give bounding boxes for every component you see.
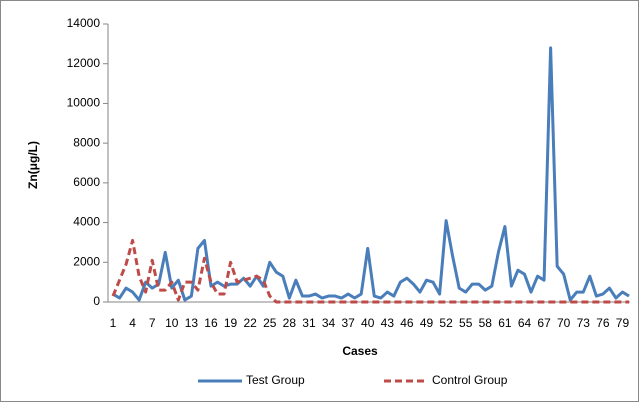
y-tick-label: 12000 xyxy=(67,56,101,70)
x-tick-label: 16 xyxy=(204,316,218,330)
data-line xyxy=(111,238,629,304)
legend-label: Control Group xyxy=(432,373,508,387)
x-tick-label: 25 xyxy=(263,316,277,330)
x-tick-label: 55 xyxy=(459,316,473,330)
x-tick-label: 37 xyxy=(341,316,355,330)
y-axis-title: Zn(μg/L) xyxy=(26,141,40,189)
x-tick-label: 13 xyxy=(185,316,199,330)
y-tick-label: 10000 xyxy=(67,96,101,110)
x-tick-label: 43 xyxy=(381,316,395,330)
x-tick-label: 61 xyxy=(498,316,512,330)
y-tick-label: 2000 xyxy=(73,254,100,268)
x-tick-label: 19 xyxy=(224,316,238,330)
y-tick-label: 6000 xyxy=(73,175,100,189)
y-tick-label: 14000 xyxy=(67,16,101,30)
x-tick-label: 46 xyxy=(400,316,414,330)
y-tick-label: 0 xyxy=(93,294,100,308)
x-tick-label: 76 xyxy=(596,316,610,330)
x-tick-label: 64 xyxy=(518,316,532,330)
x-tick-label: 70 xyxy=(557,316,571,330)
x-tick-label: 52 xyxy=(439,316,453,330)
x-tick-label: 28 xyxy=(283,316,297,330)
x-tick-label: 73 xyxy=(577,316,591,330)
x-tick-label: 31 xyxy=(302,316,316,330)
y-tick-label: 8000 xyxy=(73,135,100,149)
x-tick-label: 1 xyxy=(110,316,117,330)
x-tick-label: 79 xyxy=(616,316,630,330)
x-tick-label: 40 xyxy=(361,316,375,330)
x-tick-label: 34 xyxy=(322,316,336,330)
x-tick-label: 49 xyxy=(420,316,434,330)
x-axis-title: Cases xyxy=(342,344,378,358)
y-tick-label: 4000 xyxy=(73,215,100,229)
x-tick-label: 22 xyxy=(243,316,257,330)
x-tick-label: 67 xyxy=(537,316,551,330)
x-tick-label: 7 xyxy=(149,316,156,330)
x-tick-label: 58 xyxy=(479,316,493,330)
x-tick-label: 10 xyxy=(165,316,179,330)
legend-label: Test Group xyxy=(246,373,305,387)
data-line xyxy=(112,46,630,302)
x-tick-label: 4 xyxy=(129,316,136,330)
